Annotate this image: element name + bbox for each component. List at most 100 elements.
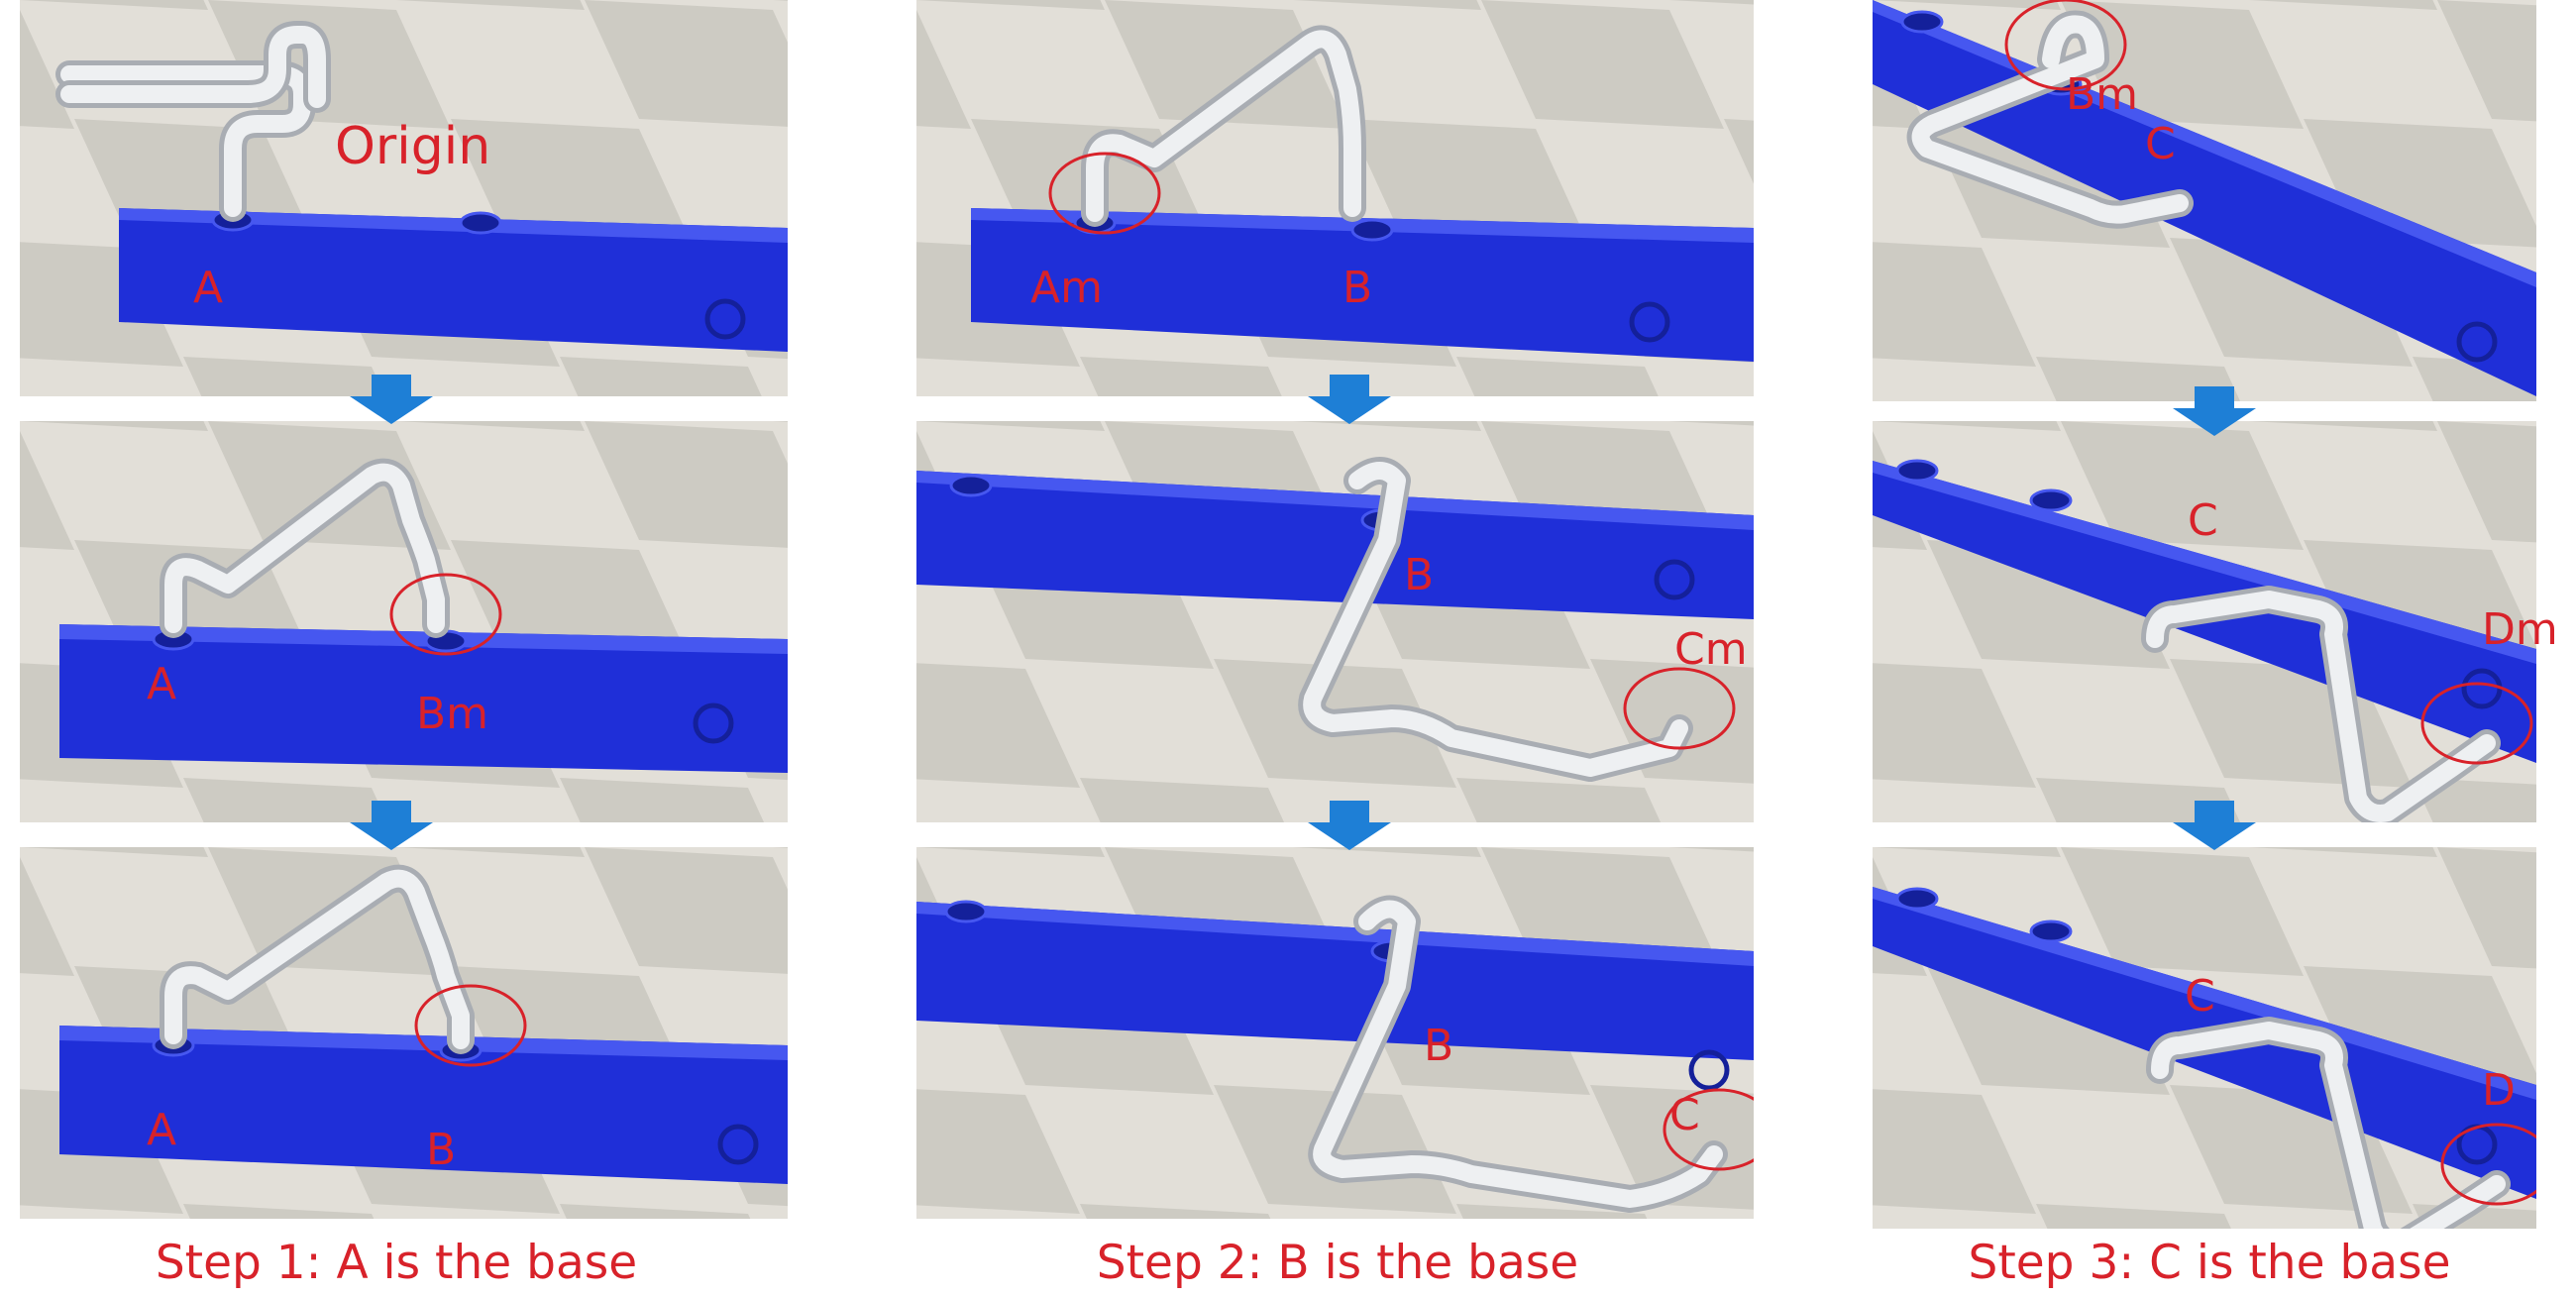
- floor-tile: [2437, 847, 2536, 969]
- floor-tile: [2061, 847, 2304, 976]
- highlight-circle: [2004, 0, 2127, 91]
- caption-step-2: Step 2: B is the base: [1096, 1236, 1579, 1290]
- floor-tile: [2249, 0, 2437, 10]
- floor-tile: [585, 847, 788, 974]
- floor-tile: [1873, 847, 2061, 857]
- panel-step-1-1: Origin A: [20, 0, 788, 396]
- mount-socket: [1900, 10, 1944, 34]
- robot-arm: [2141, 586, 2501, 822]
- floor-tile: [2546, 659, 2576, 788]
- floor-tile: [1456, 357, 1659, 396]
- side-socket: [2456, 321, 2498, 363]
- floor-tile: [916, 663, 1080, 788]
- down-arrow-icon: [350, 801, 433, 850]
- blue-beam: [59, 624, 788, 773]
- robot-arm: [1081, 25, 1366, 227]
- down-arrow-icon: [1308, 375, 1391, 424]
- floor-tile: [396, 847, 585, 857]
- label-b: B: [1342, 263, 1372, 313]
- floor-tile: [2546, 238, 2576, 367]
- floor-tile: [2571, 0, 2576, 10]
- floor-tile: [916, 0, 1105, 10]
- blue-beam: [119, 208, 788, 352]
- floor-tile: [560, 1204, 751, 1219]
- label-b: B: [1424, 1021, 1453, 1071]
- floor-tile: [2437, 421, 2536, 543]
- down-arrow-icon: [2173, 801, 2256, 850]
- mount-socket: [2029, 488, 2073, 512]
- beam-top-face: [59, 1026, 788, 1060]
- label-a: A: [147, 659, 176, 709]
- label-c: C: [2145, 119, 2176, 169]
- robot-arm: [55, 21, 331, 113]
- floor-tile: [1456, 1204, 1648, 1219]
- floor-tile: [2036, 1204, 2231, 1229]
- floor-tile: [916, 847, 1105, 857]
- floor-tile: [1293, 847, 1481, 857]
- highlight-circle: [1048, 152, 1161, 235]
- panel-step-3-1: BmC: [1873, 0, 2576, 401]
- panel-step-2-2: B Cm: [916, 421, 1754, 822]
- floor-tile: [1080, 1204, 1271, 1219]
- floor-tile: [208, 421, 451, 550]
- robot-arm: [1308, 895, 1728, 1213]
- floor-tile: [1080, 357, 1282, 396]
- blue-beam: [971, 208, 1754, 362]
- highlight-circle: [2420, 682, 2533, 765]
- robot-arm: [160, 864, 475, 1054]
- down-arrow-icon: [1308, 801, 1391, 850]
- floor-tile: [451, 119, 694, 248]
- floor-tile: [1293, 0, 1481, 10]
- floor-tile: [1347, 119, 1590, 248]
- side-socket: [693, 703, 734, 744]
- blue-beam: [1873, 0, 2536, 396]
- floor-tile: [396, 421, 585, 431]
- beam-top-face: [59, 624, 788, 654]
- panel-step-3-3: CD: [1873, 847, 2536, 1229]
- label-b: B: [1404, 550, 1434, 600]
- down-arrow-icon: [2173, 386, 2256, 436]
- floor-tile: [1456, 778, 1662, 822]
- mount-socket: [1895, 887, 1939, 911]
- floor-tile: [1873, 663, 2036, 788]
- panel-step-2-3: BC: [916, 847, 1754, 1219]
- label-c: C: [1669, 1090, 1700, 1140]
- floor-tile: [183, 778, 388, 822]
- floor-tile: [773, 0, 788, 1]
- highlight-circle: [389, 573, 502, 656]
- floor-tile: [1873, 421, 2061, 431]
- floor-tile: [396, 0, 585, 10]
- blue-beam: [59, 1026, 788, 1184]
- floor-tile: [20, 431, 74, 550]
- floor-tile: [1293, 421, 1481, 431]
- robot-arm: [2146, 1017, 2511, 1229]
- mount-socket: [2029, 919, 2073, 943]
- label-c: C: [2185, 971, 2215, 1022]
- beam-top-face: [916, 902, 1754, 966]
- mount-socket: [1895, 459, 1939, 483]
- label-a: A: [147, 1105, 176, 1155]
- floor-tile: [1873, 0, 2061, 10]
- floor-tile: [2061, 421, 2304, 550]
- floor-tile: [585, 0, 788, 127]
- floor-tile: [773, 421, 788, 422]
- label-am: Am: [1030, 263, 1103, 313]
- floor-tile: [20, 857, 74, 976]
- mount-socket: [944, 900, 988, 923]
- floor-tile: [1873, 1089, 2036, 1214]
- robot-arm: [1906, 10, 2194, 229]
- highlight-circle: [2440, 1123, 2536, 1206]
- mount-socket: [459, 211, 502, 235]
- label-d: D: [2482, 1065, 2516, 1116]
- caption-step-1: Step 1: A is the base: [155, 1236, 638, 1290]
- floor-tile: [916, 421, 1105, 431]
- floor-tile: [20, 242, 183, 367]
- beam-top-face: [1873, 461, 2536, 664]
- panel-step-1-2: A Bm: [20, 421, 788, 822]
- panel-step-2-1: Am B: [916, 0, 1754, 396]
- floor-tile: [2036, 357, 2241, 401]
- label-cm: Cm: [1674, 624, 1748, 675]
- floor-tile: [183, 357, 385, 396]
- floor-tile: [1724, 119, 1754, 184]
